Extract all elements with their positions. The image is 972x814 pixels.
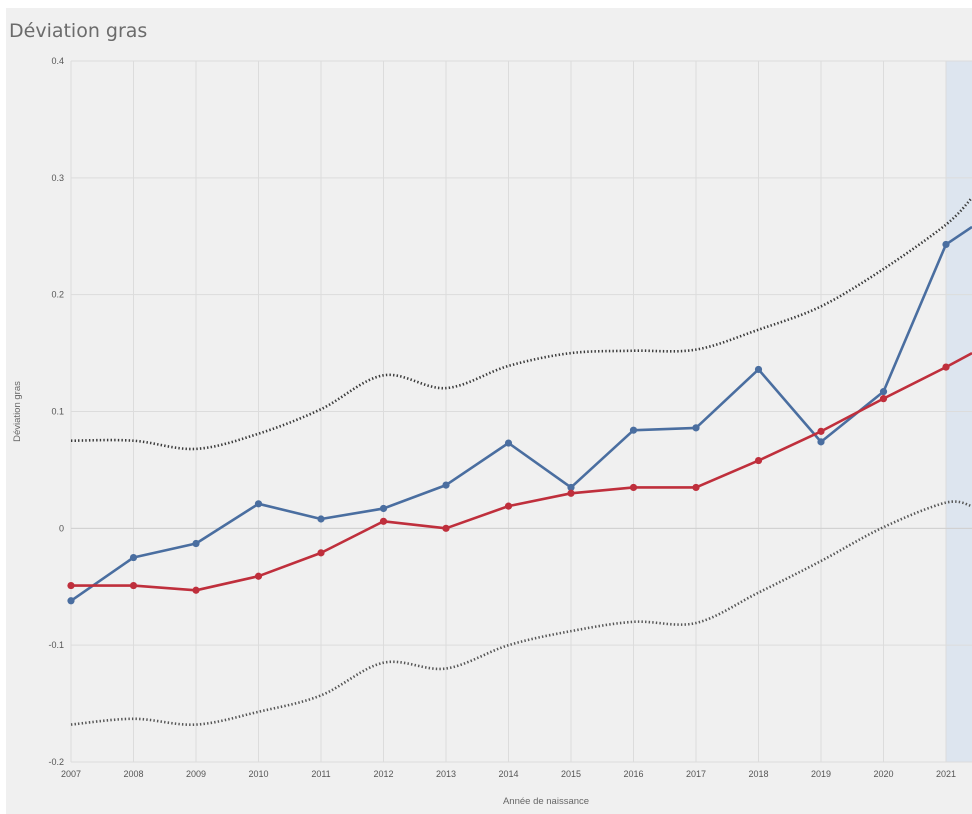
x-tick-label: 2018 <box>748 769 768 779</box>
x-tick-label: 2021 <box>936 769 956 779</box>
x-tick-label: 2009 <box>186 769 206 779</box>
x-tick-label: 2014 <box>498 769 518 779</box>
y-axis-ticks: -0.2 -0.1 0 0.1 0.2 0.3 0.4 <box>48 56 64 767</box>
series-0-point <box>567 483 575 492</box>
series-1-point <box>129 581 138 590</box>
series-0-point <box>942 240 950 249</box>
series-1-point <box>567 489 575 497</box>
series-2 <box>70 196 972 451</box>
series-1-line <box>71 351 972 592</box>
series-0 <box>67 225 972 605</box>
series-0-point <box>629 426 638 434</box>
x-tick-label: 2019 <box>811 769 831 779</box>
x-tick-label: 2010 <box>248 769 268 779</box>
line-chart: -0.2-0.100.10.20.30.4 2007 2008 2009 2010 20… <box>9 20 972 807</box>
series-0-point <box>442 481 450 489</box>
series-0-point <box>129 553 138 562</box>
series-1-point <box>692 483 700 492</box>
x-tick-label: 2013 <box>436 769 456 779</box>
series-0-point <box>254 500 263 508</box>
chart-panel: -0.2 -0.1 0 0.1 0.2 0.3 0.4 2007 2008 2009 2010 20… <box>6 8 972 814</box>
x-tick-label: 2012 <box>373 769 393 779</box>
series-1 <box>67 351 972 594</box>
series-layer <box>67 196 972 726</box>
series-0-line <box>70 225 972 602</box>
series-3-line <box>70 500 972 726</box>
series-0-point <box>692 424 700 432</box>
x-tick-label: 2008 <box>123 769 143 779</box>
series-1-point <box>67 581 75 590</box>
x-tick-label: 2011 <box>311 769 330 779</box>
series-1-point <box>817 427 825 435</box>
y-tick-label: 0.4 <box>51 56 64 66</box>
series-0-point <box>504 439 513 447</box>
y-tick-label: 0.1 <box>51 407 64 417</box>
series-2-line <box>70 196 972 451</box>
series-0-point <box>879 388 888 396</box>
series-1-point <box>317 549 325 557</box>
y-tick-label: 0.2 <box>51 290 64 300</box>
y-tick-label: 0 <box>59 523 64 533</box>
series-0-point <box>192 539 200 548</box>
series-1-point <box>629 483 638 492</box>
x-axis-ticks: 2007 2008 2009 2010 2011 2012 2013 2014 2015 2016… <box>61 769 956 779</box>
x-tick-label: 2007 <box>61 769 81 779</box>
series-1-point <box>754 456 763 465</box>
series-1-point <box>192 586 200 594</box>
series-3 <box>70 500 972 726</box>
series-0-point <box>67 597 75 605</box>
series-1-point <box>942 363 950 371</box>
x-tick-label: 2015 <box>561 769 581 779</box>
chart-title: Déviation gras <box>9 20 147 42</box>
series-1-point <box>504 502 513 510</box>
series-0-point <box>317 515 325 523</box>
y-tick-label: -0.2 <box>48 757 64 767</box>
x-tick-label: 2016 <box>623 769 643 779</box>
series-1-point <box>879 395 888 403</box>
series-0-point <box>817 438 825 446</box>
series-0-point <box>754 365 763 374</box>
y-tick-label: -0.1 <box>48 640 64 650</box>
series-1-point <box>254 572 263 580</box>
y-tick-label: 0.3 <box>51 173 64 183</box>
y-axis-title: Déviation gras <box>12 381 23 442</box>
series-1-point <box>442 524 450 532</box>
x-tick-label: 2020 <box>873 769 893 779</box>
x-tick-label: 2017 <box>686 769 706 779</box>
grid <box>70 60 972 763</box>
series-1-point <box>379 517 388 525</box>
series-0-point <box>379 504 388 513</box>
x-axis-title: Année de naissance <box>503 796 589 807</box>
